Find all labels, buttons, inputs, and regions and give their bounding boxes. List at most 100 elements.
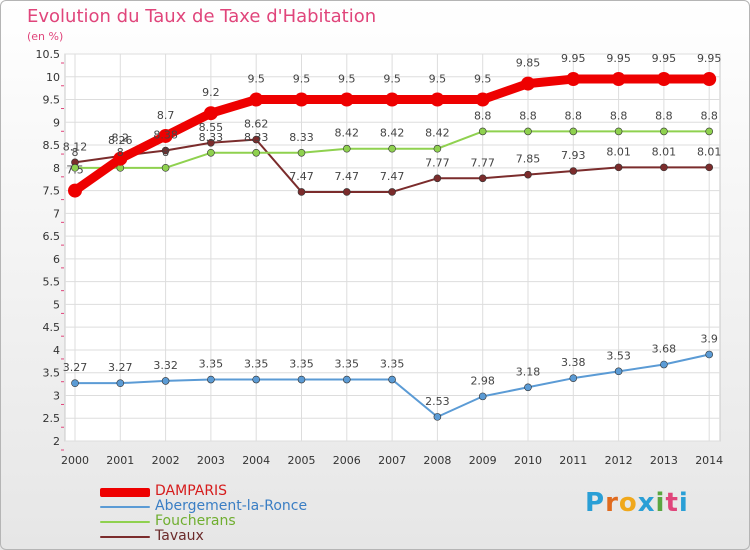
data-point xyxy=(388,188,396,196)
x-tick-label: 2009 xyxy=(469,454,497,467)
x-tick-label: 2001 xyxy=(106,454,134,467)
axes: 22.533.544.555.566.577.588.599.51010.520… xyxy=(36,48,724,467)
data-point xyxy=(705,350,714,359)
data-point xyxy=(388,375,396,384)
series-layer xyxy=(68,72,717,421)
data-point xyxy=(252,375,261,384)
unit-label: (en %) xyxy=(27,30,64,43)
data-label: 8.33 xyxy=(289,131,314,144)
x-tick-label: 2003 xyxy=(197,454,225,467)
data-label: 3.38 xyxy=(561,356,586,369)
data-point xyxy=(430,92,445,107)
y-tick-label: 2 xyxy=(53,435,60,448)
data-point xyxy=(161,164,170,172)
legend-swatch xyxy=(100,536,150,538)
data-point xyxy=(705,127,714,136)
x-tick-label: 2012 xyxy=(605,454,633,467)
data-label: 9.5 xyxy=(474,73,492,86)
y-tick-label: 10 xyxy=(46,71,60,84)
data-point xyxy=(521,76,535,91)
legend-label: DAMPARIS xyxy=(155,483,228,499)
data-point xyxy=(433,174,442,183)
data-label: 8.42 xyxy=(425,127,450,140)
data-label: 3.35 xyxy=(335,358,360,371)
y-tick-label: 8.5 xyxy=(43,139,61,152)
y-tick-label: 7.5 xyxy=(43,185,61,198)
proxiti-logo: Proxiti xyxy=(585,488,689,518)
data-label: 8.55 xyxy=(199,121,224,134)
data-label: 9.95 xyxy=(652,52,677,65)
data-label: 3.27 xyxy=(108,361,133,374)
data-label: 3.18 xyxy=(516,365,541,378)
data-point xyxy=(116,379,125,387)
data-label: 3.68 xyxy=(652,343,677,356)
data-label: 8.33 xyxy=(199,131,224,144)
data-label: 3.35 xyxy=(199,358,224,371)
chart-title: Evolution du Taux de Taxe d'Habitation xyxy=(27,6,377,27)
data-label: 8.62 xyxy=(244,118,269,131)
data-point xyxy=(475,92,490,107)
data-point xyxy=(524,127,532,136)
data-label: 8.38 xyxy=(153,129,178,142)
data-label: 7.5 xyxy=(66,164,84,177)
data-labels-layer: 7.5 8.2 8.7 9.2 9.5 9.5 9.5 9.5 9.5 9.5 9.85 9.95 9.… xyxy=(63,52,722,408)
data-point xyxy=(207,375,215,384)
data-point xyxy=(478,392,487,401)
data-label: 8.01 xyxy=(606,145,631,158)
data-label: 7.47 xyxy=(380,170,405,183)
data-label: 8.7 xyxy=(157,109,175,122)
data-label: 8.33 xyxy=(244,131,269,144)
data-point xyxy=(478,174,487,183)
data-point xyxy=(71,379,79,387)
data-label: 9.5 xyxy=(429,73,447,86)
data-point xyxy=(702,72,717,87)
data-point xyxy=(524,383,532,392)
legend-label: Abergement-la-Ronce xyxy=(155,498,308,514)
y-tick-label: 3.5 xyxy=(43,367,61,380)
y-tick-label: 5 xyxy=(53,298,60,311)
legend-swatch xyxy=(100,506,150,508)
data-point xyxy=(614,127,623,136)
data-label: 8.8 xyxy=(474,109,492,122)
x-tick-label: 2004 xyxy=(242,454,270,467)
data-point xyxy=(569,127,578,136)
data-point xyxy=(113,151,128,166)
data-label: 2.53 xyxy=(425,395,450,408)
data-point xyxy=(252,148,261,157)
data-label: 3.35 xyxy=(244,358,269,371)
y-tick-label: 4 xyxy=(53,344,60,357)
legend-swatch xyxy=(100,521,150,523)
data-point xyxy=(433,144,442,153)
data-label: 8 xyxy=(162,146,169,159)
data-point xyxy=(297,148,306,157)
data-label: 8.2 xyxy=(112,132,130,145)
legend-label: Foucherans xyxy=(155,513,236,529)
data-point xyxy=(524,170,532,179)
data-point xyxy=(388,144,396,153)
y-tick-label: 10.5 xyxy=(36,48,61,61)
data-point xyxy=(161,377,170,385)
data-point xyxy=(569,374,578,382)
x-tick-label: 2002 xyxy=(152,454,180,467)
x-tick-label: 2007 xyxy=(378,454,406,467)
data-label: 2.98 xyxy=(470,374,495,387)
x-tick-label: 2011 xyxy=(559,454,587,467)
data-label: 7.93 xyxy=(561,149,586,162)
data-label: 7.47 xyxy=(289,170,314,183)
data-point xyxy=(207,138,215,147)
data-label: 8 xyxy=(117,146,124,159)
data-point xyxy=(656,72,671,87)
x-tick-label: 2000 xyxy=(61,454,89,467)
data-label: 8.01 xyxy=(652,145,677,158)
y-tick-label: 7 xyxy=(53,207,60,220)
data-point xyxy=(660,127,668,136)
x-tick-label: 2005 xyxy=(288,454,316,467)
data-point xyxy=(660,360,668,369)
data-point xyxy=(297,188,306,196)
data-label: 8.42 xyxy=(380,127,405,140)
y-tick-label: 9.5 xyxy=(43,94,61,107)
data-label: 8.8 xyxy=(565,109,583,122)
data-point xyxy=(611,72,626,87)
data-label: 9.5 xyxy=(247,73,265,86)
x-tick-label: 2006 xyxy=(333,454,361,467)
